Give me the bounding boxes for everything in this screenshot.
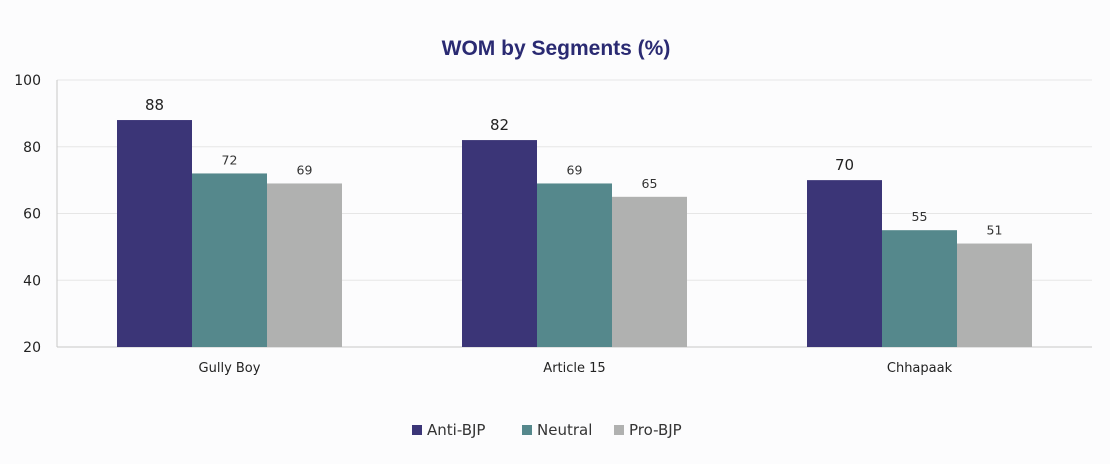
legend-label: Pro-BJP: [629, 421, 682, 439]
axes: 20 40 60 80 100 Gully Boy Article 15 Chhapaak: [14, 73, 952, 376]
chart-title: WOM by Segments (%): [442, 37, 671, 60]
bar: [957, 243, 1032, 347]
data-labels: 88 72 69 82 69 65 70 55 51: [145, 96, 1003, 237]
y-tick-label: 20: [23, 340, 41, 356]
legend-swatch: [614, 425, 624, 435]
y-tick-label: 100: [14, 73, 41, 89]
data-label: 69: [297, 162, 313, 177]
legend-swatch: [522, 425, 532, 435]
data-label: 70: [835, 156, 854, 174]
x-tick-label: Chhapaak: [887, 361, 953, 376]
legend-label: Anti-BJP: [427, 421, 485, 439]
bar: [882, 230, 957, 347]
bar: [267, 183, 342, 347]
legend-swatch: [412, 425, 422, 435]
legend-label: Neutral: [537, 421, 592, 439]
bar: [612, 196, 687, 347]
data-label: 55: [912, 209, 928, 224]
data-label: 51: [987, 223, 1003, 238]
y-tick-label: 80: [23, 140, 41, 156]
legend: Anti-BJP Neutral Pro-BJP: [412, 421, 682, 439]
bar: [537, 183, 612, 347]
y-tick-label: 40: [23, 273, 41, 289]
data-label: 72: [222, 152, 238, 167]
bar: [192, 173, 267, 347]
data-label: 88: [145, 96, 164, 114]
data-label: 82: [490, 116, 509, 134]
bar: [807, 180, 882, 347]
bar: [117, 120, 192, 347]
x-tick-label: Article 15: [543, 361, 605, 376]
y-tick-label: 60: [23, 207, 41, 223]
bar: [462, 140, 537, 347]
x-tick-label: Gully Boy: [199, 361, 261, 376]
data-label: 65: [642, 176, 658, 191]
bars: [117, 120, 1032, 347]
data-label: 69: [567, 162, 583, 177]
